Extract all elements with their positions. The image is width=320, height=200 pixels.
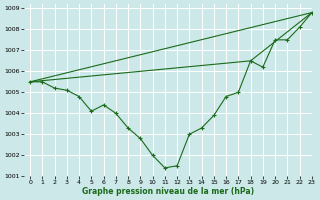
X-axis label: Graphe pression niveau de la mer (hPa): Graphe pression niveau de la mer (hPa) [82, 187, 254, 196]
